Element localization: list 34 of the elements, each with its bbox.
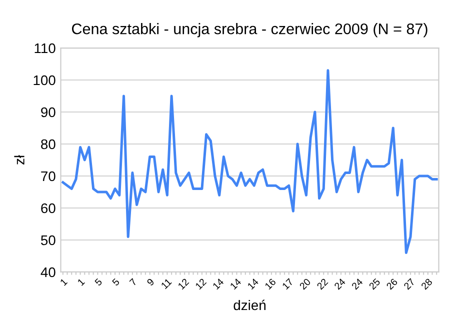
- y-tick-label: 80: [41, 139, 56, 150]
- y-tick-label: 60: [41, 203, 56, 214]
- x-tick-label: 1: [60, 278, 68, 286]
- x-tick-label: 20: [299, 278, 312, 290]
- chart-title: Cena sztabki - uncja srebra - czerwiec 2009 (N = 87): [72, 23, 428, 38]
- x-tick-label: 1: [77, 278, 85, 286]
- x-tick-label: 14: [247, 278, 259, 290]
- x-axis-title: dzień: [234, 300, 266, 310]
- x-tick-label: 22: [316, 278, 328, 290]
- x-tick-label: 12: [178, 278, 190, 290]
- x-tick-label: 5: [112, 278, 120, 286]
- y-tick-label: 50: [40, 235, 56, 246]
- x-tick-label: 14: [212, 278, 224, 290]
- x-tick-label: 11: [160, 278, 172, 290]
- y-tick-label: 70: [41, 171, 56, 182]
- x-tick-label: 26: [386, 278, 398, 290]
- x-tick-label: 14: [230, 278, 242, 290]
- y-tick-label: 100: [34, 75, 56, 86]
- y-axis-title: zł: [14, 155, 24, 164]
- line-series: [62, 69, 438, 254]
- x-tick-label: 24: [334, 278, 346, 290]
- x-tick-label: 25: [368, 278, 381, 290]
- x-tick-label: 17: [282, 278, 294, 290]
- x-tick-label: 27: [403, 278, 416, 290]
- x-tick-label: 9: [146, 278, 155, 286]
- x-tick-label: 24: [351, 278, 364, 290]
- x-tick-label: 12: [195, 278, 207, 290]
- x-tick-label: 5: [94, 278, 102, 286]
- y-tick-label: 110: [34, 43, 56, 54]
- x-tick-label: 28: [420, 278, 433, 290]
- x-tick-label: 7: [129, 278, 138, 286]
- x-tick-label: 16: [264, 278, 276, 290]
- y-tick-label: 40: [40, 267, 56, 278]
- y-tick-label: 90: [41, 107, 56, 118]
